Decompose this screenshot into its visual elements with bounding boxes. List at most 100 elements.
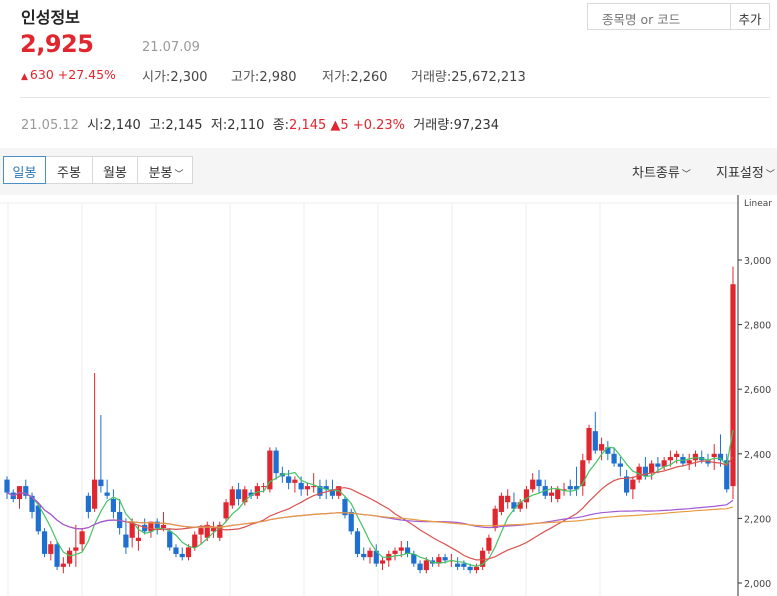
- candle-body: [167, 531, 173, 548]
- candle-body: [210, 528, 217, 532]
- price-change: ▲ 630 +27.45%: [21, 67, 116, 82]
- candle-body: [286, 476, 292, 483]
- candle-body: [423, 560, 429, 571]
- candle-body: [242, 489, 248, 503]
- candle-body: [379, 560, 386, 564]
- candle-body: [273, 450, 279, 474]
- candle-body: [611, 453, 617, 464]
- candle-body: [630, 479, 636, 490]
- candle-body: [160, 524, 167, 529]
- candle-body: [467, 566, 473, 571]
- indicator-menu[interactable]: 지표설정 ﹀: [716, 162, 775, 181]
- candle-body: [667, 457, 674, 461]
- up-triangle-icon: ▲: [21, 72, 28, 82]
- chart-type-menu[interactable]: 차트종류 ﹀: [632, 162, 691, 181]
- scale-label: Linear: [744, 199, 772, 209]
- candle-body: [586, 427, 592, 461]
- candle-body: [361, 553, 367, 558]
- candle-body: [455, 563, 461, 567]
- candle-body: [692, 453, 699, 461]
- candle-body: [461, 563, 467, 567]
- day-low: 2,110: [227, 118, 265, 133]
- candle-body: [173, 547, 179, 554]
- tab-monthly[interactable]: 월봉: [93, 156, 138, 184]
- candle-body: [66, 550, 73, 564]
- open-stat: 시가:2,300: [142, 70, 208, 85]
- candle-body: [417, 563, 423, 571]
- candle-body: [480, 550, 486, 567]
- candle-body: [267, 450, 273, 490]
- price-date: 21.07.09: [142, 40, 200, 55]
- candle-body: [229, 489, 235, 506]
- candle-body: [517, 502, 523, 509]
- day-high: 2,145: [165, 118, 203, 133]
- candle-body: [592, 431, 598, 451]
- low-label: 저가: [322, 70, 346, 85]
- high-value: 2,980: [259, 70, 297, 85]
- high-stat: 고가:2,980: [231, 70, 297, 85]
- candle-body: [655, 463, 661, 467]
- candle-body: [204, 524, 210, 538]
- search-input[interactable]: [587, 3, 731, 30]
- candle-body: [486, 537, 492, 551]
- y-tick-label: 2,400: [744, 450, 771, 461]
- day-info-row: 21.05.12 시:2,140 고:2,145 저:2,110 종:2,145…: [21, 118, 500, 133]
- candle-body: [436, 557, 442, 564]
- day-up-triangle-icon: ▲: [330, 118, 341, 133]
- tab-minute[interactable]: 분봉 ﹀: [138, 156, 193, 184]
- candle-body: [261, 486, 267, 488]
- candle-body: [573, 486, 580, 490]
- tab-minute-label: 분봉: [148, 166, 173, 181]
- y-tick-label: 3,000: [744, 256, 771, 267]
- candle-body: [567, 486, 573, 490]
- candle-body: [530, 479, 536, 490]
- day-open: 2,140: [103, 118, 141, 133]
- day-close-label: 종: [272, 118, 285, 133]
- candle-body: [35, 505, 41, 532]
- candle-body: [442, 557, 448, 561]
- candle-body: [92, 479, 98, 509]
- low-stat: 저가:2,260: [322, 70, 388, 85]
- high-label: 고가: [231, 70, 255, 85]
- ma5-line: [6, 430, 734, 567]
- candle-body: [223, 502, 229, 519]
- ma120-line: [125, 506, 734, 528]
- candle-body: [129, 521, 135, 538]
- candle-body: [110, 499, 116, 512]
- tab-daily[interactable]: 일봉: [3, 156, 46, 184]
- y-tick-label: 2,000: [744, 579, 771, 590]
- candle-body: [23, 486, 29, 496]
- candle-body: [104, 492, 110, 496]
- candle-body: [705, 460, 711, 464]
- candle-body: [511, 502, 517, 509]
- candle-body: [4, 479, 10, 493]
- candle-body: [135, 537, 142, 542]
- candle-body: [142, 524, 148, 532]
- candle-body: [29, 495, 35, 512]
- candle-body: [348, 511, 354, 532]
- candle-body: [60, 563, 66, 567]
- low-value: 2,260: [350, 70, 388, 85]
- y-tick-label: 2,800: [744, 321, 771, 332]
- candlestick-chart[interactable]: Linear 2,000 2,200 2,400 2,600 2,800 3,000: [0, 195, 777, 596]
- add-button[interactable]: 추가: [731, 3, 770, 30]
- candle-body: [354, 531, 361, 554]
- day-change: 5: [340, 118, 349, 133]
- candle-body: [624, 476, 630, 493]
- candle-body: [649, 463, 655, 474]
- candle-body: [179, 553, 185, 558]
- candle-body: [724, 460, 730, 490]
- candle-body: [555, 489, 561, 500]
- tab-weekly[interactable]: 주봉: [46, 156, 93, 184]
- candle-body: [248, 492, 254, 496]
- day-date: 21.05.12: [21, 118, 79, 133]
- day-open-label: 시: [87, 118, 100, 133]
- candle-body: [73, 547, 79, 551]
- candle-body: [148, 521, 154, 532]
- chart-type-label: 차트종류: [632, 166, 680, 181]
- candle-body: [54, 544, 60, 567]
- candle-body: [642, 466, 648, 477]
- candle-body: [561, 489, 567, 491]
- candle-body: [674, 453, 680, 458]
- open-label: 시가: [142, 70, 166, 85]
